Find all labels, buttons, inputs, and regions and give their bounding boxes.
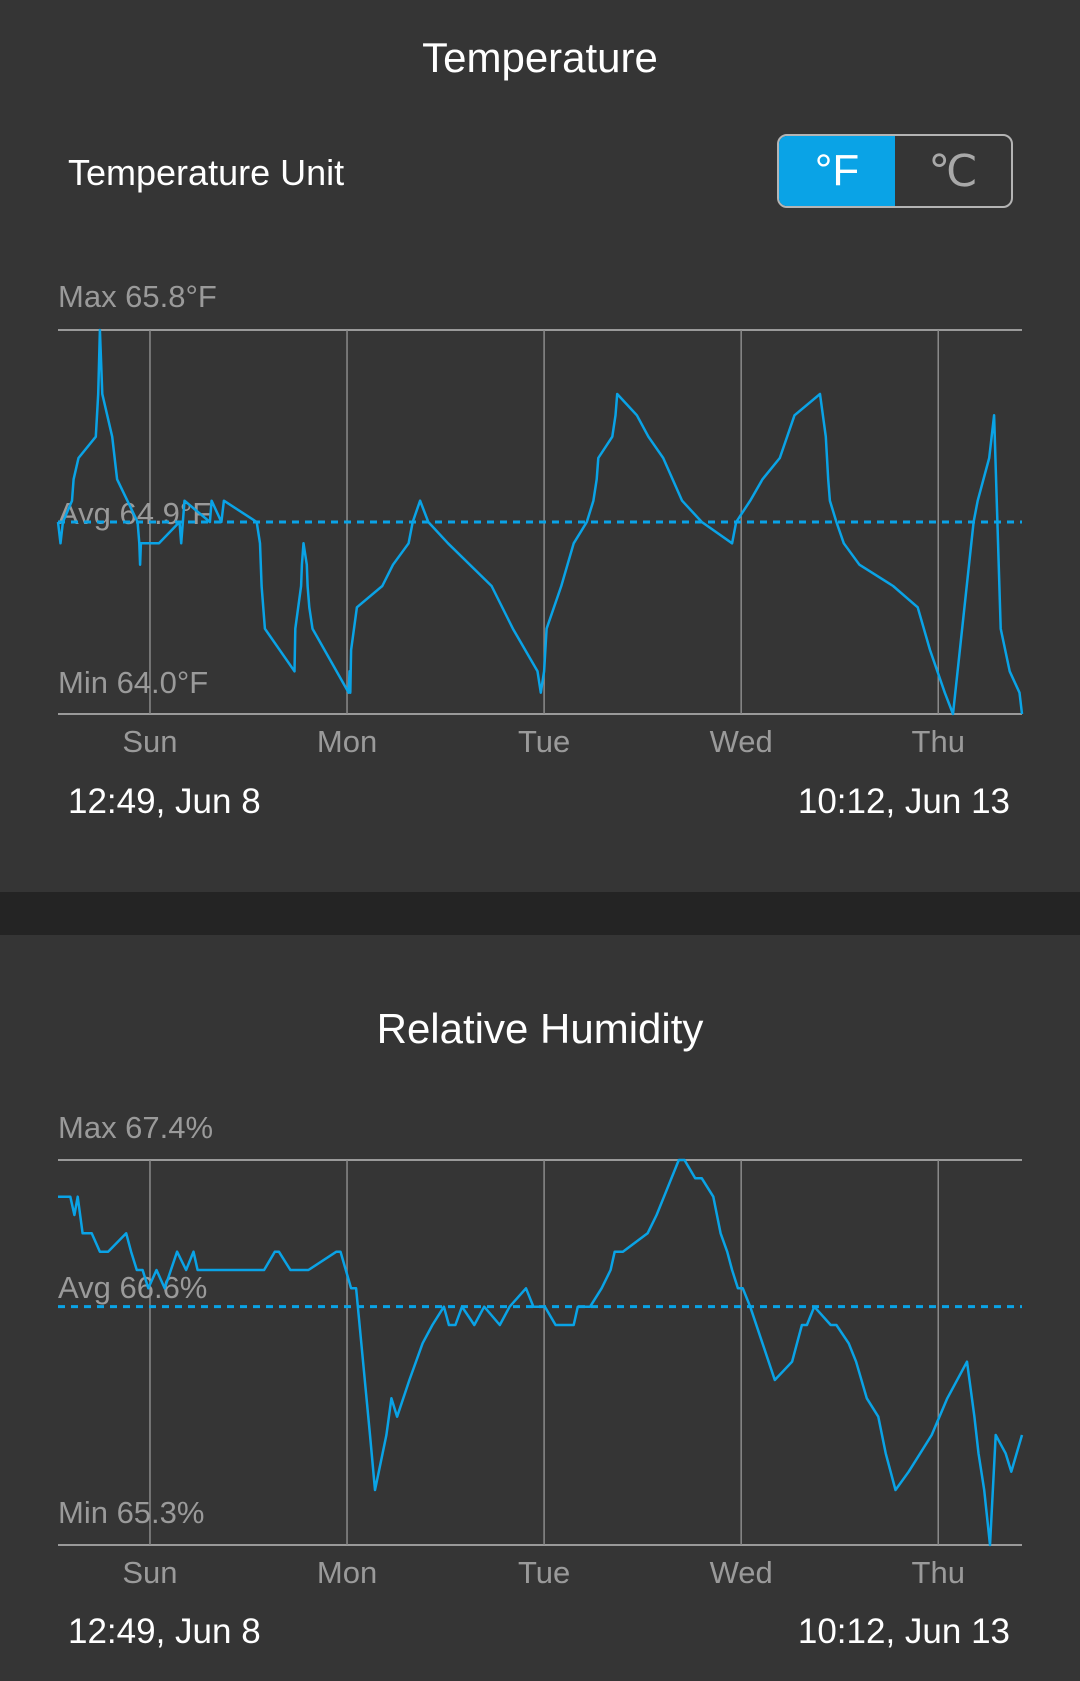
humidity-start-time: 12:49, Jun 8 [68,1612,261,1651]
temperature-section [0,0,1080,892]
humidity-avg-label: Avg 66.6% [58,1270,207,1305]
humidity-data-line [58,1158,1024,1547]
temperature-start-time: 12:49, Jun 8 [68,782,261,821]
humidity-x-tick-label: Wed [710,1555,773,1590]
humidity-x-tick-label: Sun [122,1555,177,1590]
temperature-x-tick-label: Tue [518,724,570,759]
unit-celsius-option[interactable]: ℃ [928,146,978,196]
humidity-x-tick-label: Tue [518,1555,570,1590]
temperature-data-line [56,328,1024,716]
humidity-chart: Sun Mon Tue Wed Thu Max 67.4% Avg 66.6% Min 65.… [58,1110,1024,1590]
temperature-title: Temperature [422,34,658,81]
humidity-end-time: 10:12, Jun 13 [797,1612,1010,1651]
humidity-title: Relative Humidity [376,1005,704,1052]
temperature-max-label: Max 65.8°F [58,279,217,314]
humidity-min-label: Min 65.3% [58,1495,204,1530]
humidity-max-label: Max 67.4% [58,1110,213,1145]
humidity-x-tick-label: Thu [912,1555,965,1590]
temperature-x-tick-label: Thu [912,724,965,759]
section-divider [0,892,1080,935]
temperature-x-tick-label: Sun [122,724,177,759]
temperature-x-tick-label: Wed [710,724,773,759]
temperature-x-tick-label: Mon [317,724,377,759]
temperature-unit-toggle[interactable]: °F ℃ [777,134,1013,208]
humidity-x-tick-label: Mon [317,1555,377,1590]
temperature-unit-label: Temperature Unit [68,152,345,193]
temperature-end-time: 10:12, Jun 13 [797,782,1010,821]
unit-fahrenheit-option[interactable]: °F [779,136,895,206]
temperature-min-label: Min 64.0°F [58,665,208,700]
